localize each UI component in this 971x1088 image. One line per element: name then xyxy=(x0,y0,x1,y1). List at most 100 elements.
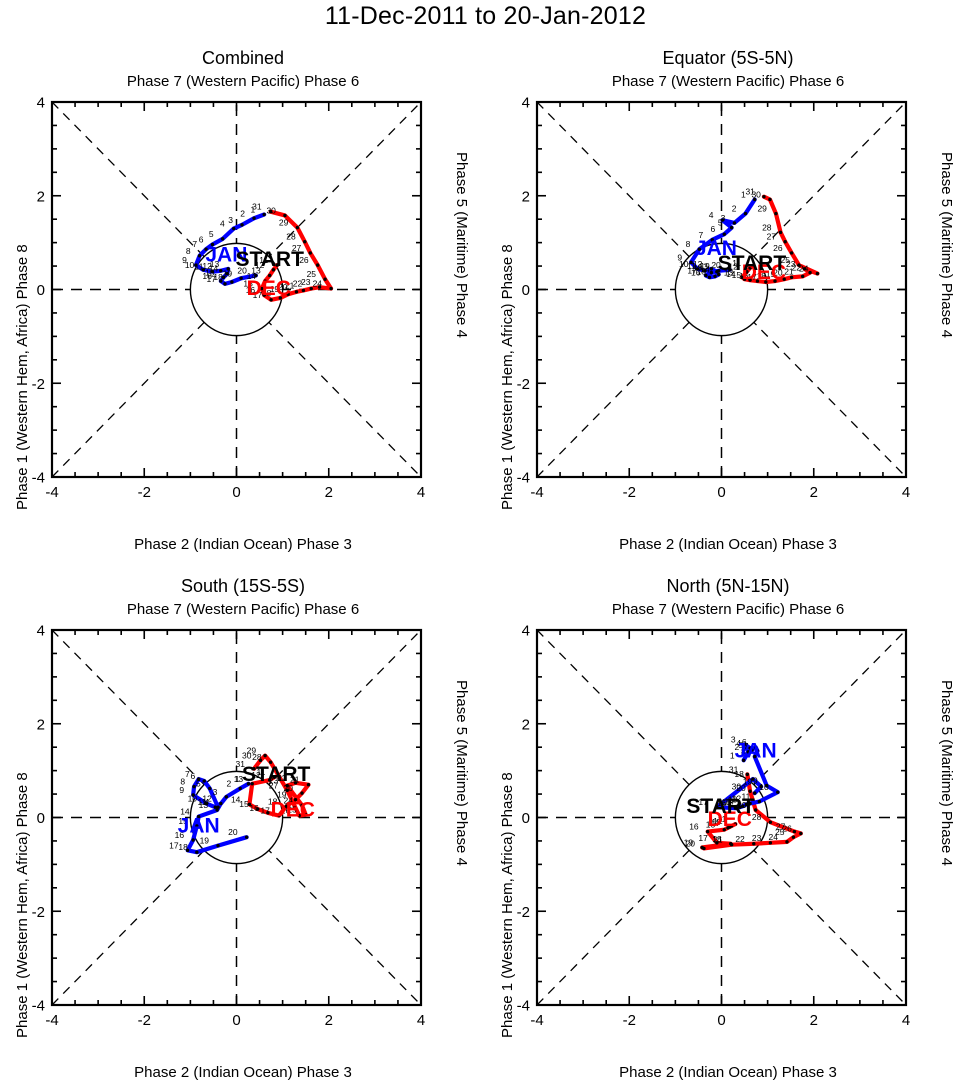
day-point-marker xyxy=(275,263,279,267)
y-tick-label: 4 xyxy=(522,623,530,640)
panel-combined: Combined Phase 7 (Western Pacific) Phase… xyxy=(0,40,486,560)
day-number-label: 1 xyxy=(741,190,746,200)
day-point-marker xyxy=(329,286,333,291)
day-point-marker xyxy=(260,286,264,291)
day-number-label: 17 xyxy=(747,272,757,282)
day-point-marker xyxy=(742,277,747,281)
day-number-label: 15 xyxy=(178,816,188,826)
day-number-label: 12 xyxy=(713,816,723,826)
day-number-label: 27 xyxy=(269,780,279,790)
day-number-label: 30 xyxy=(751,190,761,200)
day-point-marker xyxy=(219,801,223,806)
day-point-marker xyxy=(762,194,766,199)
day-number-label: 10 xyxy=(185,260,195,270)
dec-label: DEC xyxy=(247,277,291,300)
day-number-label: 20 xyxy=(278,282,288,292)
day-number-label: 27 xyxy=(776,822,786,832)
day-point-marker xyxy=(303,812,308,817)
day-point-marker xyxy=(309,286,313,291)
day-number-label: 15 xyxy=(732,270,742,280)
day-number-label: 30 xyxy=(266,205,276,215)
day-number-label: 3 xyxy=(228,215,233,225)
jan-label: JAN xyxy=(178,815,220,838)
day-point-marker xyxy=(303,239,307,244)
day-point-marker xyxy=(802,267,807,271)
x-tick-label: 2 xyxy=(325,1012,333,1029)
day-point-marker xyxy=(715,805,719,809)
x-tick-label: 4 xyxy=(417,484,425,501)
day-number-label: 5 xyxy=(738,740,743,750)
day-point-marker xyxy=(268,760,273,764)
day-point-marker xyxy=(216,805,220,809)
day-point-marker xyxy=(768,841,773,845)
day-number-label: 18 xyxy=(734,769,744,779)
day-point-marker xyxy=(785,840,789,844)
day-point-marker xyxy=(728,268,732,272)
day-number-label: 4 xyxy=(709,210,714,220)
day-number-label: 12 xyxy=(202,261,212,271)
day-number-label: 6 xyxy=(199,235,204,245)
jan-label: JAN xyxy=(735,740,777,763)
day-point-marker xyxy=(191,793,195,797)
day-point-marker xyxy=(244,835,249,839)
day-point-marker xyxy=(733,822,738,826)
day-number-label: 20 xyxy=(686,838,696,848)
x-tick-label: 4 xyxy=(902,484,910,501)
day-point-marker xyxy=(752,842,756,846)
unit-circle xyxy=(674,242,769,337)
day-number-label: 5 xyxy=(718,218,723,228)
day-number-label: 13 xyxy=(711,817,721,827)
day-number-label: 26 xyxy=(299,255,309,265)
day-number-label: 26 xyxy=(281,806,291,816)
x-tick-label: 2 xyxy=(810,484,818,501)
day-number-label: 17 xyxy=(698,797,708,807)
day-point-marker xyxy=(210,269,215,274)
day-point-marker xyxy=(268,209,273,214)
day-number-label: 19 xyxy=(270,284,280,294)
day-number-label: 16 xyxy=(202,271,212,281)
day-number-label: 16 xyxy=(689,822,699,832)
day-number-label: 17 xyxy=(698,833,708,843)
unit-circle-mask xyxy=(675,771,768,864)
day-number-label: 30 xyxy=(242,750,252,760)
day-number-label: 30 xyxy=(732,781,742,791)
day-number-label: 2 xyxy=(735,742,740,752)
trajectory-dec xyxy=(700,772,803,851)
day-number-label: 19 xyxy=(700,261,710,271)
day-number-label: 12 xyxy=(251,770,261,780)
day-number-label: 16 xyxy=(175,830,185,840)
y-tick-label: -2 xyxy=(517,376,530,393)
day-point-marker xyxy=(256,807,260,811)
mjo-phase-diagram-figure: 11-Dec-2011 to 20-Jan-2012 Combined Phas… xyxy=(0,2,955,1081)
unit-circle xyxy=(189,770,284,865)
day-point-marker xyxy=(239,276,243,280)
day-point-marker xyxy=(306,782,311,787)
day-number-label: 13 xyxy=(210,259,220,269)
day-number-label: 13 xyxy=(724,267,734,277)
day-number-label: 25 xyxy=(287,805,297,815)
day-number-label: 15 xyxy=(243,279,253,289)
day-number-label: 20 xyxy=(228,827,238,837)
day-point-marker xyxy=(782,277,786,281)
day-point-marker xyxy=(268,273,272,278)
day-number-label: 26 xyxy=(773,243,783,253)
day-number-label: 20 xyxy=(736,783,746,793)
day-point-marker xyxy=(753,745,758,749)
day-number-label: 14 xyxy=(247,271,257,281)
day-point-marker xyxy=(220,237,225,241)
day-point-marker xyxy=(219,269,223,273)
day-point-marker xyxy=(717,269,721,273)
day-number-label: 19 xyxy=(277,790,287,800)
start-label: START xyxy=(235,248,304,271)
day-number-label: 21 xyxy=(285,280,295,290)
day-number-label: 16 xyxy=(249,803,259,813)
jan-label: JAN xyxy=(695,237,737,260)
day-point-marker xyxy=(709,270,714,275)
day-point-marker xyxy=(745,269,749,274)
y-tick-label: 0 xyxy=(37,282,45,299)
day-number-label: 8 xyxy=(186,246,191,256)
